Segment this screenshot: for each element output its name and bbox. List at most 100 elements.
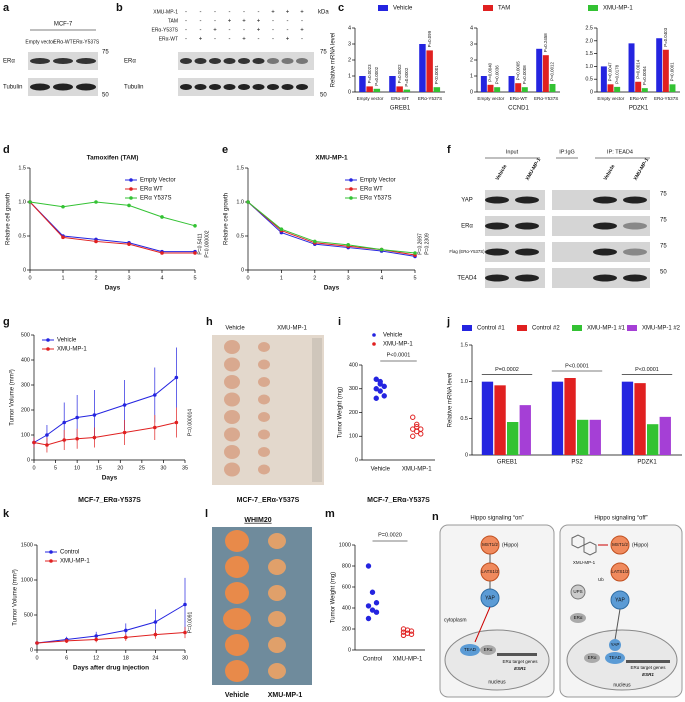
point [373, 386, 379, 392]
y-tick-label: 0 [23, 267, 26, 273]
point [174, 375, 179, 380]
y-tick-label: 500 [24, 612, 33, 618]
photo [212, 335, 324, 485]
bar [662, 49, 669, 92]
panel-label: m [325, 508, 335, 520]
legend-marker [129, 187, 133, 191]
bar [641, 88, 648, 92]
bar [542, 55, 549, 92]
legend-marker [372, 342, 376, 346]
legend-swatch [588, 5, 598, 11]
y-tick-label: 3 [348, 41, 351, 47]
blot-band [515, 274, 539, 282]
x-tick-label: 1 [280, 275, 283, 281]
x-axis-label: Days [102, 475, 118, 482]
gene [497, 653, 537, 656]
photo-label: Vehicle [225, 326, 245, 332]
point [94, 637, 98, 642]
series-line [247, 201, 416, 256]
blot-band [593, 222, 617, 230]
node [570, 584, 586, 600]
row-label: Tubulin [3, 85, 22, 91]
panel-label: i [338, 316, 341, 328]
point [408, 631, 415, 637]
y-tick-label: 200 [349, 410, 358, 416]
legend-marker [349, 196, 353, 200]
legend-marker [49, 559, 53, 563]
bar [536, 48, 543, 92]
x-axis-label: Days [105, 285, 121, 292]
y-tick-label: 500 [21, 332, 30, 338]
p-value: P=0.0002 [404, 67, 409, 86]
panel-label: g [3, 316, 10, 328]
x-tick-label: 5 [413, 275, 416, 281]
y-tick-label: 0 [27, 457, 30, 463]
point [122, 403, 127, 407]
panel-label: j [446, 316, 450, 328]
point [92, 435, 97, 440]
tumor [268, 559, 286, 575]
series-line [33, 377, 177, 443]
node-label: MST1/2 [482, 542, 498, 547]
blot-band [515, 222, 539, 230]
x-tick-label: 15 [96, 465, 102, 471]
kda-label: 50 [320, 93, 327, 99]
bar [403, 89, 411, 92]
x-tick-label: Control [363, 657, 382, 663]
point [28, 200, 32, 204]
point [153, 425, 157, 430]
y-tick-label: 0 [465, 452, 468, 458]
tumor [268, 637, 286, 653]
y-tick-label: 0 [470, 89, 473, 95]
point [381, 383, 387, 390]
tumor [258, 447, 270, 457]
x-tick-label: PDZK1 [637, 460, 657, 466]
bar [487, 84, 494, 92]
p-value: P=0.0002 [397, 64, 402, 83]
y-tick-label: 1.0 [236, 199, 244, 205]
drug-label: XMU-MP-1 [573, 560, 596, 565]
x-tick-label: 0 [246, 275, 249, 281]
y-tick-label: 2 [348, 57, 351, 63]
bar [433, 87, 441, 92]
sign: - [185, 28, 187, 34]
tumor [258, 377, 270, 387]
y-tick-label: 800 [342, 563, 351, 569]
y-tick-label: 2.0 [585, 38, 593, 44]
bar [480, 76, 487, 92]
p-value: P=0.0002 [495, 367, 519, 373]
caption: MCF-7_ERα-Y537S [237, 497, 300, 504]
legend-label: XMU-MP-1 #1 [587, 326, 626, 332]
lane-label: ERα-WT [53, 39, 72, 45]
y-axis-label: Relative mRNA level [331, 33, 337, 88]
point [153, 393, 157, 397]
node-label: YAP [615, 597, 625, 603]
gene [626, 660, 670, 663]
y-tick-label: 1.5 [585, 51, 593, 57]
blot-band [223, 84, 236, 90]
legend-label: Control #2 [532, 326, 560, 332]
y-tick-label: 400 [349, 362, 358, 368]
p-value: P=0.2458 [543, 33, 548, 52]
point [160, 215, 164, 219]
y-tick-label: 1.0 [585, 64, 593, 70]
x-axis-label: Days after drug injection [73, 665, 149, 672]
blot-band [296, 84, 308, 90]
tumor [258, 342, 270, 352]
bar [635, 81, 642, 92]
y-tick-label: 400 [21, 357, 30, 363]
blot-band [180, 84, 192, 90]
legend-label: TAM [498, 6, 510, 12]
point [414, 424, 420, 430]
x-tick-label: 20 [117, 465, 123, 471]
p-value: P=0.5411 [197, 233, 203, 254]
point [369, 607, 376, 613]
sign: - [185, 37, 187, 43]
y-tick-label: 300 [349, 386, 358, 392]
chart-title: Tamoxifen (TAM) [87, 155, 139, 162]
y-tick-label: 3 [470, 41, 473, 47]
x-tick-label: PS2 [571, 460, 583, 466]
group-label: Input [506, 149, 519, 155]
point [122, 430, 127, 435]
legend-label: Vehicle [57, 338, 77, 344]
